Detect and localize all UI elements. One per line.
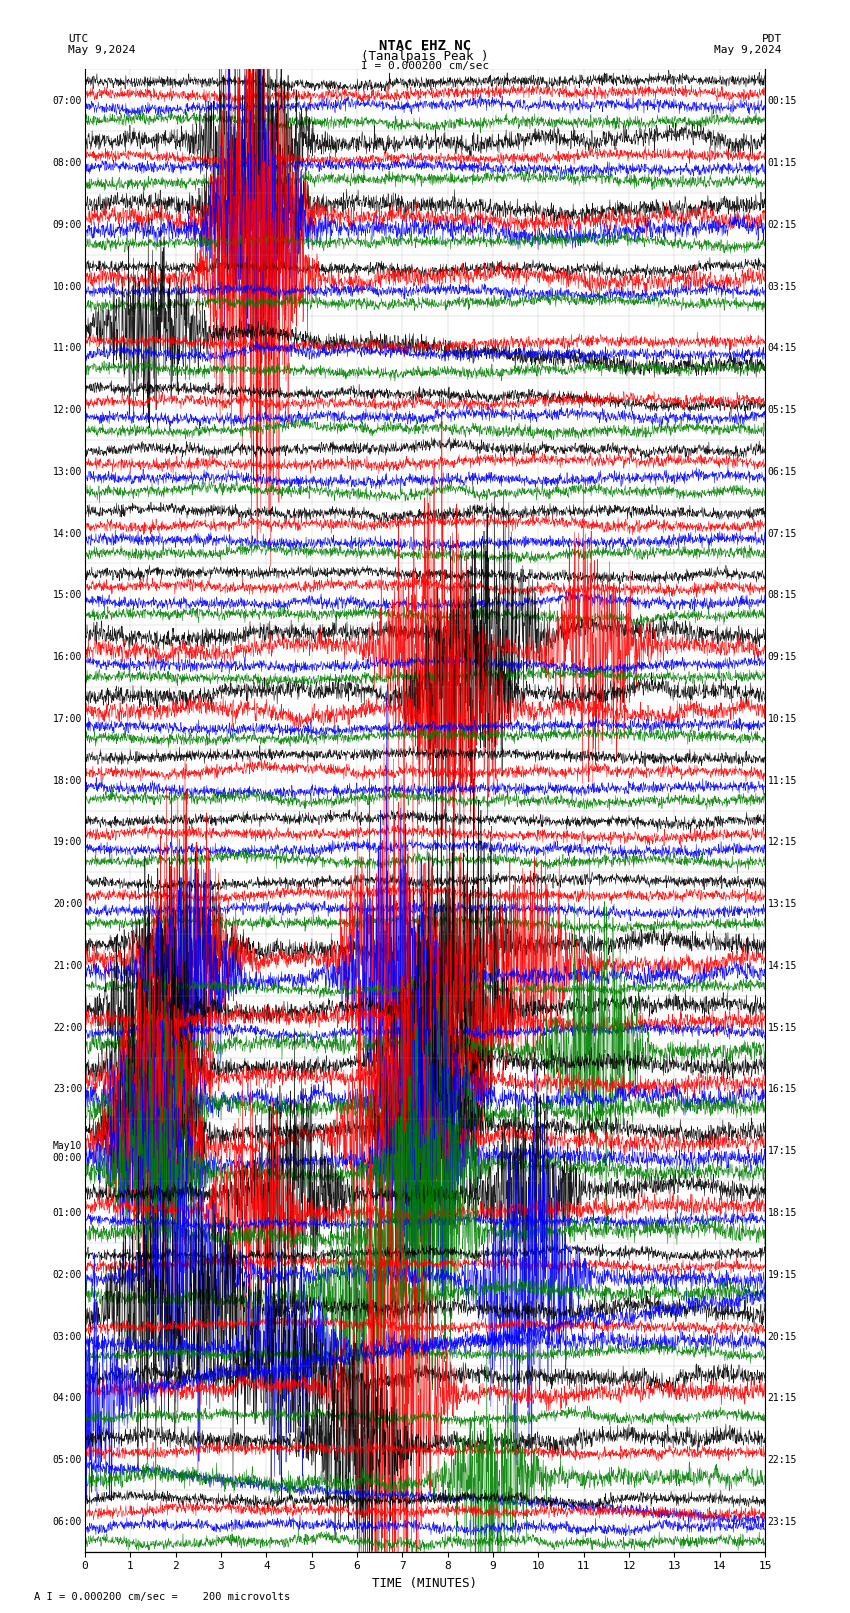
X-axis label: TIME (MINUTES): TIME (MINUTES) [372, 1578, 478, 1590]
Text: (Tanalpais Peak ): (Tanalpais Peak ) [361, 50, 489, 63]
Text: I = 0.000200 cm/sec: I = 0.000200 cm/sec [361, 61, 489, 71]
Text: NTAC EHZ NC: NTAC EHZ NC [379, 39, 471, 53]
Text: UTC
May 9,2024: UTC May 9,2024 [68, 34, 135, 55]
Text: PDT
May 9,2024: PDT May 9,2024 [715, 34, 782, 55]
Text: A I = 0.000200 cm/sec =    200 microvolts: A I = 0.000200 cm/sec = 200 microvolts [34, 1592, 290, 1602]
